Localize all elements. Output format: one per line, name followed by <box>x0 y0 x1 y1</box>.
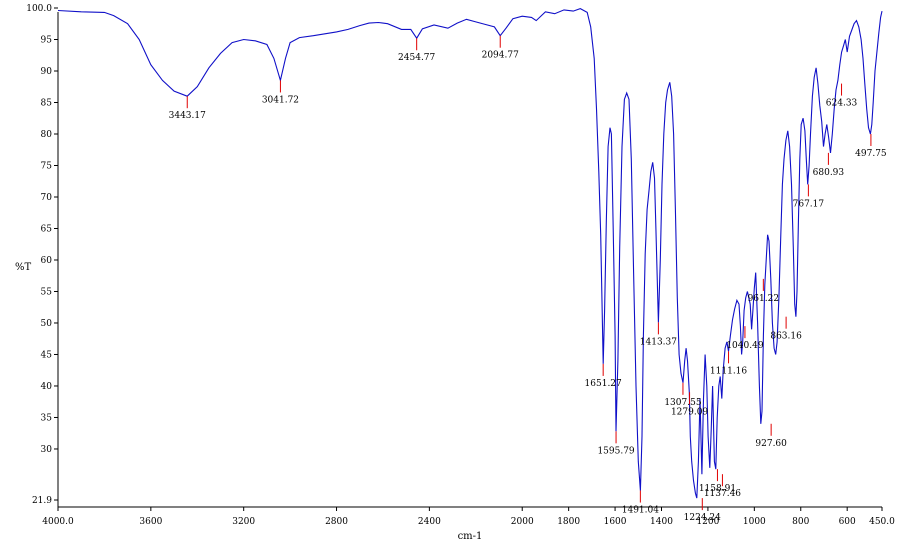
y-tick-label: 100.0 <box>26 4 52 14</box>
y-tick-label: 21.9 <box>32 496 52 506</box>
peak-label: 1491.04 <box>622 506 659 516</box>
peak-label: 961.22 <box>748 294 780 304</box>
x-axis-title: cm-1 <box>458 531 483 542</box>
x-tick-label: 1600 <box>604 517 627 527</box>
y-tick-label: 90 <box>41 67 53 77</box>
peak-label: 1224.24 <box>684 513 721 523</box>
y-tick-label: 70 <box>41 193 53 203</box>
x-tick-label: 1000 <box>743 517 766 527</box>
peak-label: 1279.09 <box>671 407 708 417</box>
x-tick-label: 3200 <box>232 517 255 527</box>
peak-label: 1307.55 <box>664 398 701 408</box>
x-tick-label: 2400 <box>418 517 441 527</box>
y-tick-label: 75 <box>41 161 53 171</box>
y-axis-title: %T <box>15 262 32 273</box>
peak-label: 1595.79 <box>597 446 634 456</box>
y-tick-label: 60 <box>41 256 53 266</box>
peak-label: 624.33 <box>826 99 858 109</box>
x-tick-label: 3600 <box>139 517 162 527</box>
x-tick-label: 2800 <box>325 517 348 527</box>
peak-label: 1651.27 <box>585 379 622 389</box>
peak-label: 3443.17 <box>169 111 206 121</box>
x-tick-label: 4000.0 <box>42 517 74 527</box>
x-axis-ticks: 4000.0 3600 3200 2800 2400 2000 1800 1600 1400 12… <box>42 507 895 527</box>
y-tick-label: 30 <box>41 445 53 455</box>
y-tick-label: 35 <box>41 413 53 423</box>
x-tick-label: 600 <box>839 517 856 527</box>
y-tick-label: 65 <box>41 224 53 234</box>
y-tick-label: 50 <box>41 319 53 329</box>
peak-annotations: 3443.17 3041.72 2454.77 2094.77 1651.27 1595.… <box>169 35 887 523</box>
x-tick-label: 2000 <box>511 517 534 527</box>
y-tick-label: 40 <box>41 382 53 392</box>
x-tick-label: 800 <box>792 517 809 527</box>
peak-label: 767.17 <box>793 199 825 209</box>
y-tick-label: 45 <box>41 350 53 360</box>
peak-label: 1413.37 <box>640 337 677 347</box>
y-axis-ticks: 100.0 95 90 85 80 75 70 65 60 55 50 45 40 35 30 21.9 <box>26 4 58 506</box>
peak-label: 863.16 <box>770 332 802 342</box>
y-tick-label: 55 <box>41 287 53 297</box>
peak-label: 1040.49 <box>726 341 763 351</box>
peak-label: 1158.91 <box>699 484 736 494</box>
peak-label: 3041.72 <box>262 95 299 105</box>
x-tick-label: 1400 <box>650 517 673 527</box>
spectrum-series-line <box>57 7 883 499</box>
peak-label: 1111.16 <box>710 366 747 376</box>
y-tick-label: 80 <box>41 130 53 140</box>
peak-label: 2454.77 <box>398 53 435 63</box>
peak-label: 497.75 <box>855 149 887 159</box>
y-tick-label: 95 <box>41 35 53 45</box>
peak-label: 2094.77 <box>482 51 519 61</box>
x-tick-label: 1800 <box>557 517 580 527</box>
x-tick-label: 450.0 <box>869 517 895 527</box>
y-tick-label: 85 <box>41 98 53 108</box>
peak-label: 927.60 <box>755 439 787 449</box>
peak-label: 1137.46 <box>704 489 741 499</box>
peak-label: 680.93 <box>813 168 845 178</box>
x-tick-label: 1200 <box>696 517 719 527</box>
